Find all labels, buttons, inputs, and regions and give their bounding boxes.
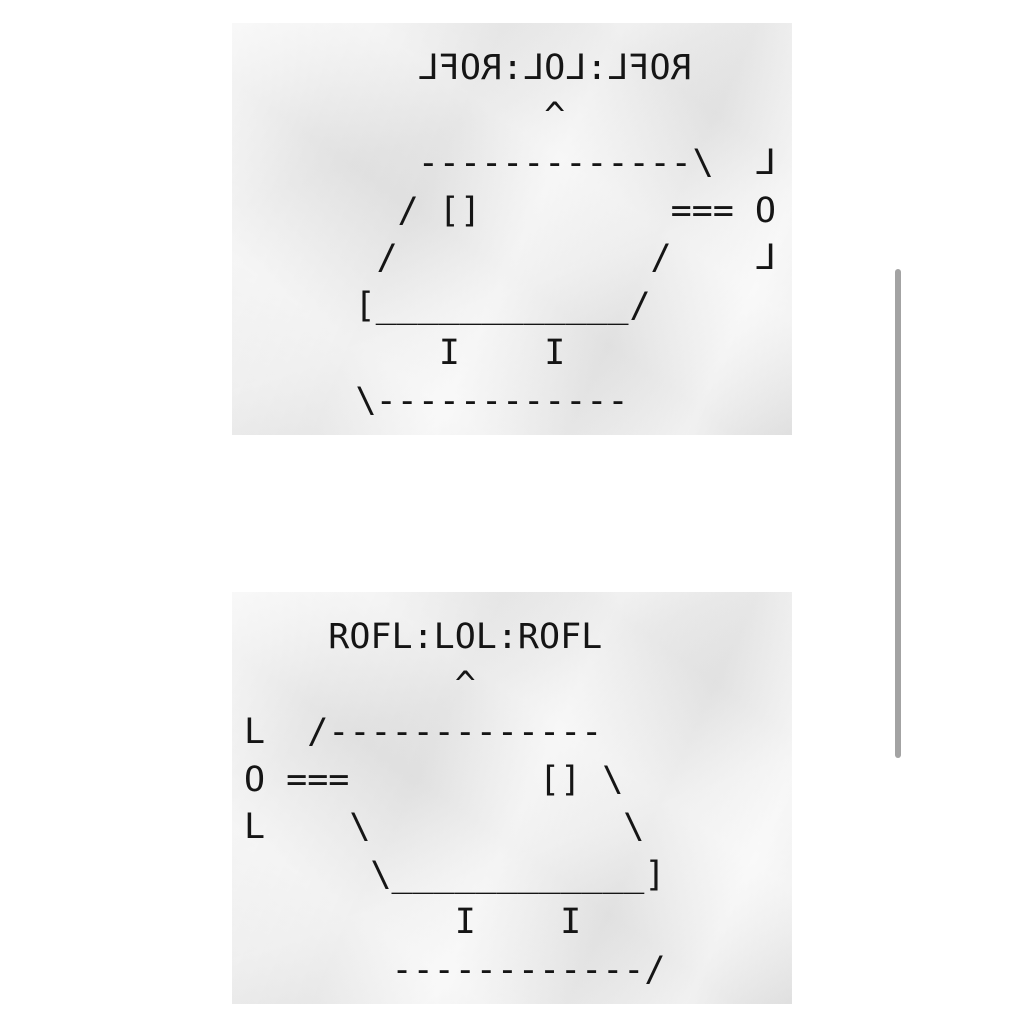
mirrored-ascii-art: ROFL:LOL:ROFL ^ L /------------- O === [… [354,48,776,421]
scrollbar-thumb[interactable] [895,269,901,758]
normal-copy-panel: ROFL:LOL:ROFL ^ L /------------- O === [… [232,592,792,1004]
normal-ascii-art: ROFL:LOL:ROFL ^ L /------------- O === [… [244,617,666,990]
mirrored-copy-panel: ROFL:LOL:ROFL ^ L /------------- O === [… [232,23,792,435]
